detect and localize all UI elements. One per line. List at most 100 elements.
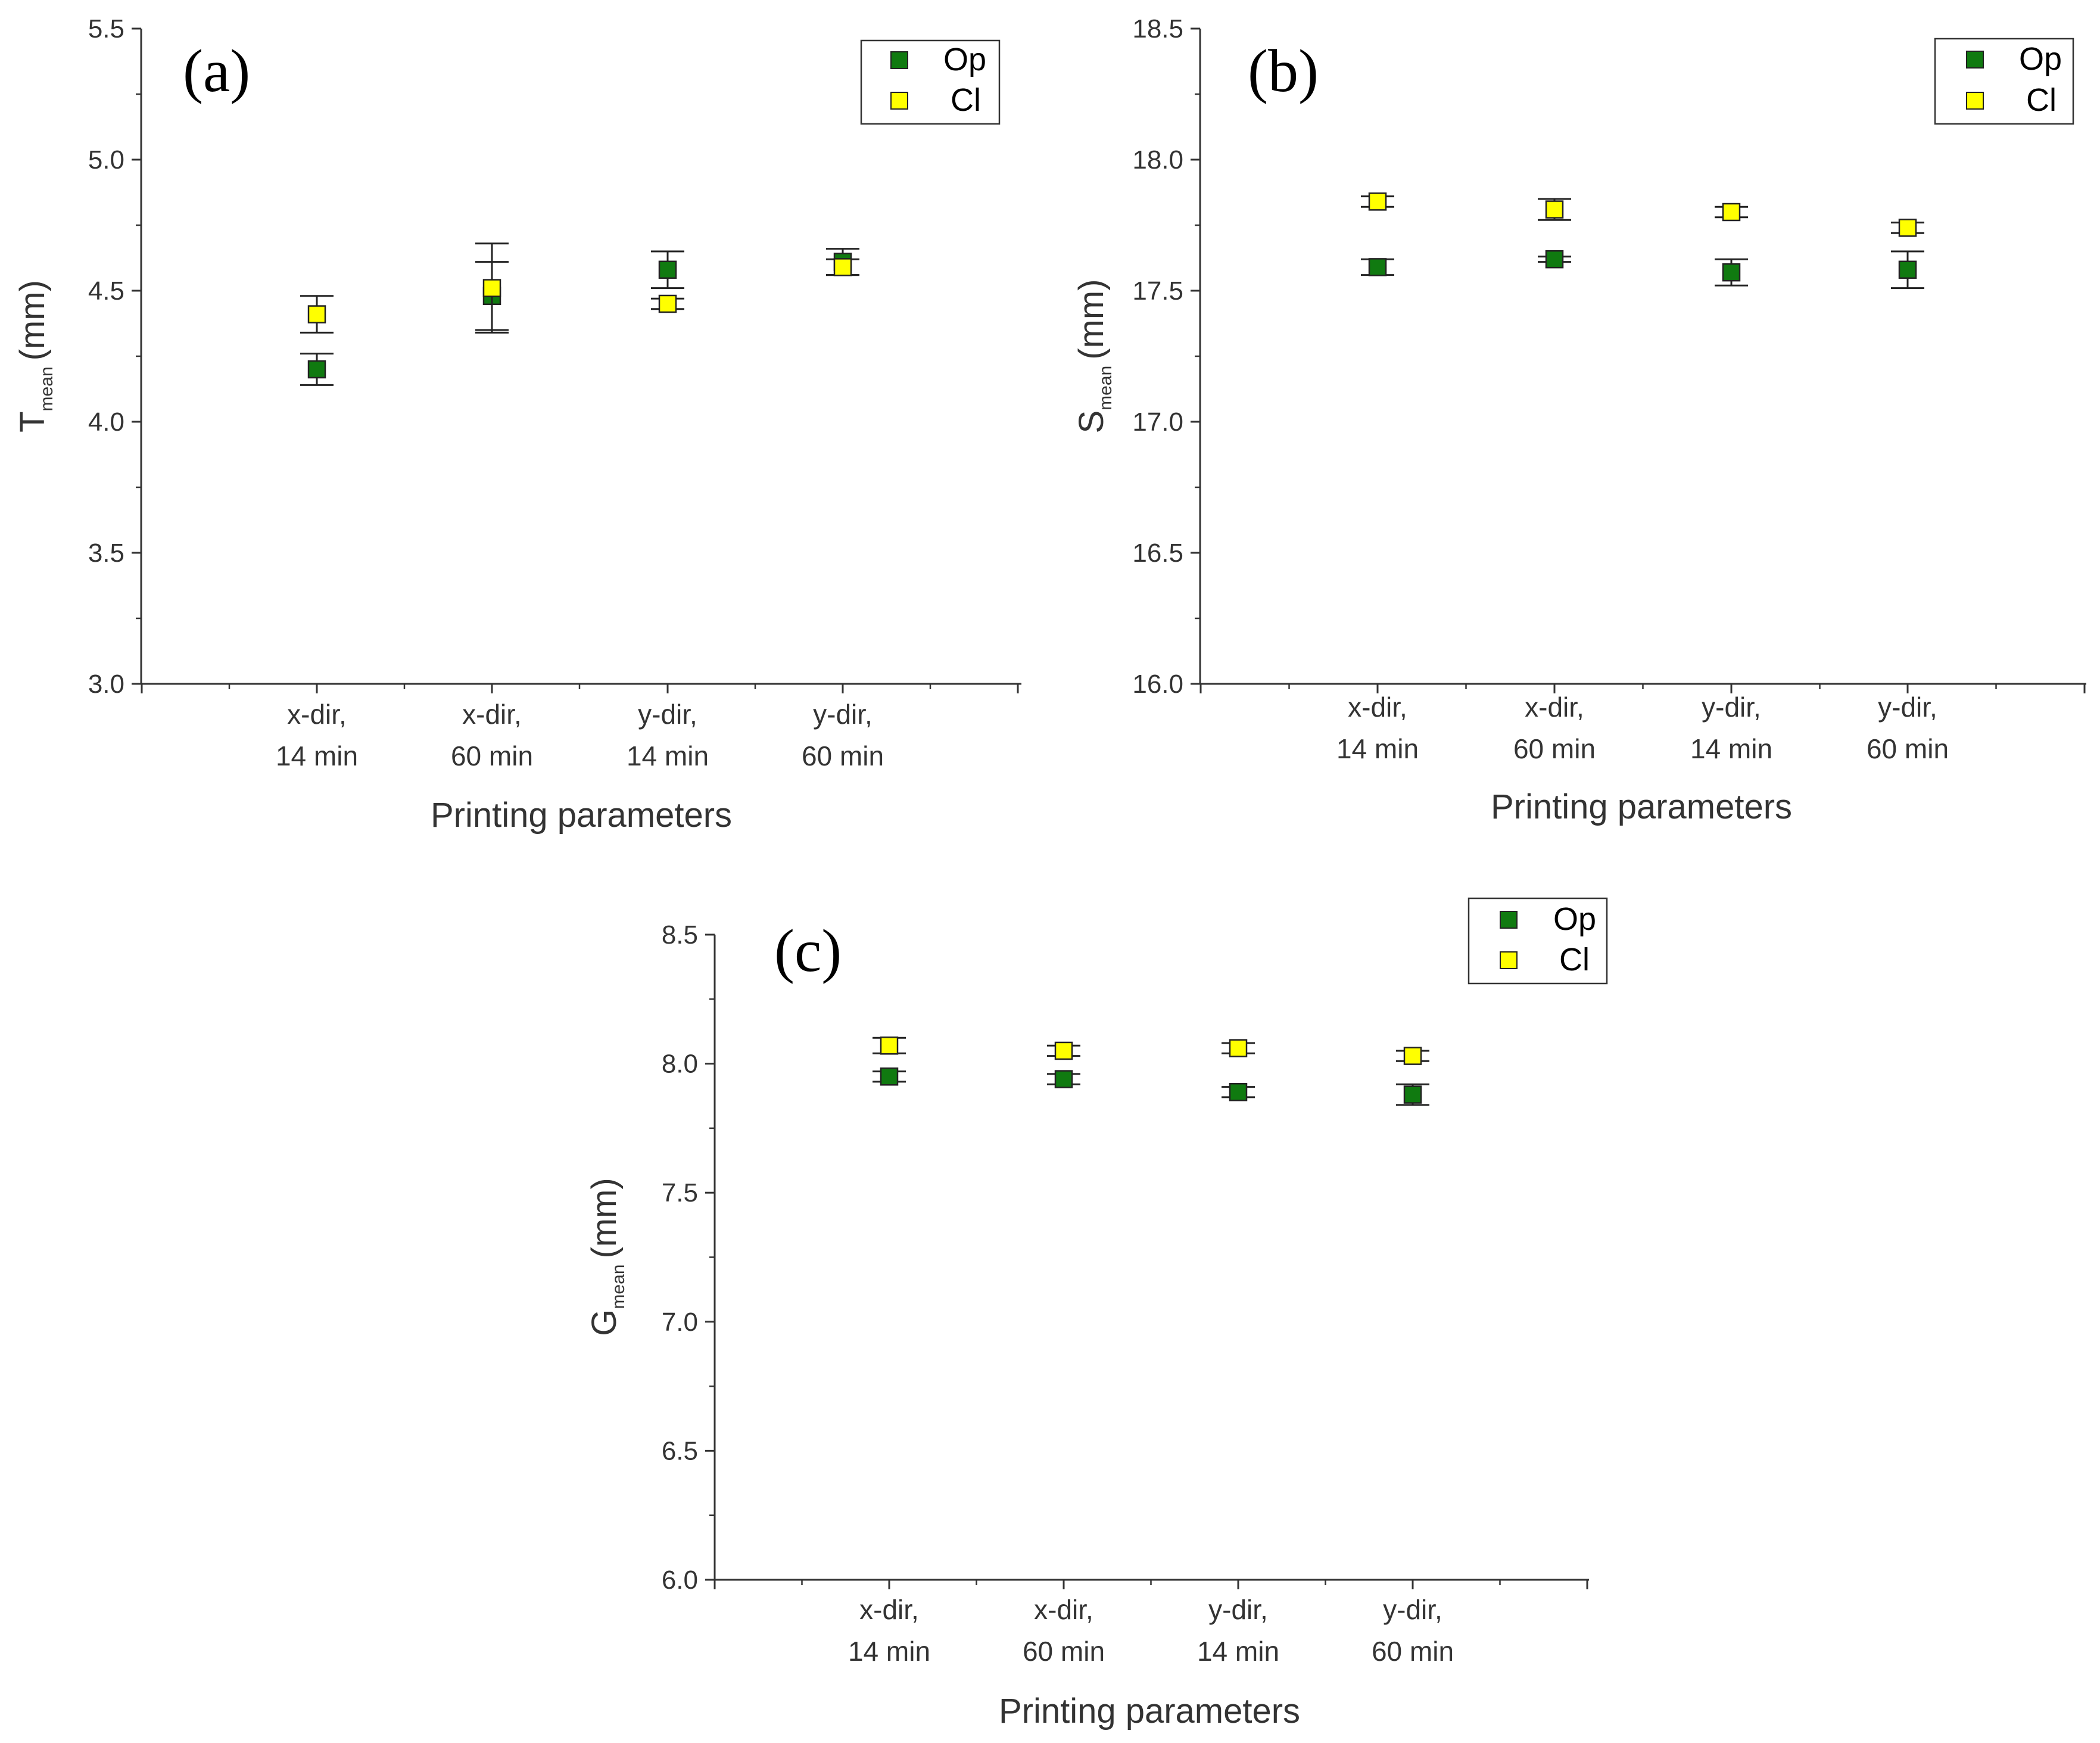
panel-label: (b) bbox=[1248, 38, 1319, 105]
point-cl bbox=[1722, 203, 1741, 222]
legend-op-marker bbox=[1500, 911, 1518, 929]
legend-op-label: Op bbox=[1553, 901, 1596, 937]
y-tick-label: 18.5 bbox=[1132, 14, 1183, 43]
panel-label: (c) bbox=[774, 917, 842, 985]
y-tick-label: 16.5 bbox=[1132, 539, 1183, 568]
point-op bbox=[1054, 1070, 1073, 1088]
x-tick-label: 14 min bbox=[1690, 733, 1772, 764]
point-cl bbox=[1229, 1039, 1248, 1057]
legend-cl-label: Cl bbox=[1559, 942, 1590, 978]
point-op bbox=[1545, 250, 1564, 269]
point-cl bbox=[833, 258, 852, 276]
x-tick-label: x-dir, bbox=[1348, 692, 1407, 723]
x-tick-label: 60 min bbox=[802, 740, 884, 771]
point-op bbox=[658, 260, 677, 279]
legend-cl-marker bbox=[890, 92, 908, 110]
x-tick-label: 14 min bbox=[1197, 1636, 1279, 1667]
x-tick-label: x-dir, bbox=[1034, 1594, 1093, 1625]
legend-cl-label: Cl bbox=[2026, 82, 2057, 118]
y-axis-title: Smean (mm) bbox=[1072, 279, 1116, 434]
data-marks bbox=[300, 242, 859, 386]
panel-a: 3.0 3.5 4.0 4.5 5.0 5.5 x-dir, 14 min x-dir, 60 … bbox=[13, 14, 1021, 835]
legend-cl-marker bbox=[1500, 951, 1518, 969]
y-axis-title-sub: mean bbox=[609, 1265, 628, 1309]
x-tick-label: 60 min bbox=[1513, 733, 1596, 764]
legend-op-marker bbox=[890, 51, 908, 69]
x-tick-label: 60 min bbox=[451, 740, 533, 771]
y-axis-title-unit: (mm) bbox=[585, 1178, 624, 1258]
legend-op-marker bbox=[1966, 51, 1984, 69]
y-axis-title-main: G bbox=[585, 1309, 624, 1336]
y-axis-title-unit: (mm) bbox=[13, 280, 52, 360]
x-axis-title: Printing parameters bbox=[999, 1692, 1300, 1730]
point-op bbox=[1229, 1083, 1248, 1101]
legend-cl-label: Cl bbox=[951, 82, 981, 118]
y-tick-label: 8.5 bbox=[662, 920, 698, 950]
data-marks bbox=[1361, 192, 1924, 290]
x-tick-label: 14 min bbox=[848, 1636, 930, 1667]
legend: Op Cl bbox=[1934, 38, 2074, 125]
x-tick-label: 60 min bbox=[1372, 1636, 1454, 1667]
y-axis-title: Tmean (mm) bbox=[13, 280, 57, 432]
x-tick-label: x-dir, bbox=[1525, 692, 1584, 723]
point-op bbox=[307, 360, 326, 379]
y-tick-label: 3.0 bbox=[88, 670, 124, 699]
panel-label: (a) bbox=[183, 38, 250, 105]
x-tick-label: x-dir, bbox=[462, 699, 522, 730]
legend-op-label: Op bbox=[2019, 41, 2062, 77]
x-tick-label: y-dir, bbox=[1383, 1594, 1442, 1625]
point-op bbox=[1403, 1085, 1422, 1104]
x-axis-title: Printing parameters bbox=[1491, 788, 1792, 826]
legend: Op Cl bbox=[860, 39, 1001, 125]
point-cl bbox=[658, 294, 677, 313]
y-axis-title-sub: mean bbox=[37, 366, 57, 411]
y-tick-label: 5.5 bbox=[88, 14, 124, 43]
x-ticks: x-dir, 14 min x-dir, 60 min y-dir, 14 min y-di… bbox=[713, 1580, 1588, 1667]
y-tick-label: 7.0 bbox=[662, 1308, 698, 1337]
y-ticks: 6.0 6.5 7.0 7.5 8.0 8.5 bbox=[662, 920, 715, 1595]
y-axis-title-main: T bbox=[13, 411, 52, 432]
y-axis-title-unit: (mm) bbox=[1072, 279, 1111, 360]
x-tick-label: y-dir, bbox=[813, 699, 873, 730]
x-tick-label: y-dir, bbox=[1878, 692, 1937, 723]
y-tick-label: 6.0 bbox=[662, 1565, 698, 1595]
point-cl bbox=[482, 279, 501, 297]
y-tick-label: 5.0 bbox=[88, 145, 124, 175]
x-axis-title: Printing parameters bbox=[431, 796, 732, 835]
x-tick-label: 60 min bbox=[1023, 1636, 1105, 1667]
point-cl bbox=[307, 305, 326, 323]
y-tick-label: 4.5 bbox=[88, 276, 124, 306]
panel-c: 6.0 6.5 7.0 7.5 8.0 8.5 x-dir, 14 min x-dir, 60 … bbox=[585, 897, 1608, 1730]
x-tick-label: y-dir, bbox=[638, 699, 697, 730]
point-cl bbox=[1368, 192, 1387, 211]
y-tick-label: 17.5 bbox=[1132, 276, 1183, 306]
point-cl bbox=[1545, 200, 1564, 219]
y-tick-label: 8.0 bbox=[662, 1050, 698, 1079]
x-tick-label: y-dir, bbox=[1208, 1594, 1268, 1625]
legend-op-label: Op bbox=[943, 42, 986, 77]
point-cl bbox=[880, 1037, 899, 1055]
point-op bbox=[880, 1067, 899, 1086]
panel-b: 16.016.517.017.518.018.5 x-dir,14 minx-d… bbox=[1072, 14, 2086, 826]
legend-box bbox=[1934, 38, 2074, 125]
data-marks bbox=[873, 1037, 1429, 1106]
y-tick-label: 6.5 bbox=[662, 1436, 698, 1465]
y-tick-label: 7.5 bbox=[662, 1178, 698, 1207]
y-axis-title-sub: mean bbox=[1096, 366, 1116, 410]
y-tick-label: 3.5 bbox=[88, 539, 124, 568]
y-tick-label: 17.0 bbox=[1132, 407, 1183, 437]
x-ticks: x-dir, 14 min x-dir, 60 min y-dir, 14 min y-di… bbox=[141, 684, 1019, 771]
y-tick-label: 18.0 bbox=[1132, 145, 1183, 175]
y-axis-title: Gmean (mm) bbox=[585, 1178, 628, 1336]
point-cl bbox=[1898, 219, 1917, 237]
y-tick-label: 4.0 bbox=[88, 407, 124, 437]
legend-box bbox=[1467, 897, 1608, 985]
x-tick-label: x-dir, bbox=[287, 699, 347, 730]
legend-box bbox=[860, 39, 1001, 125]
point-op bbox=[1722, 263, 1741, 282]
y-axis-title-main: S bbox=[1072, 410, 1111, 434]
x-tick-label: 60 min bbox=[1867, 733, 1949, 764]
y-ticks: 3.0 3.5 4.0 4.5 5.0 5.5 bbox=[88, 14, 141, 699]
x-tick-label: y-dir, bbox=[1702, 692, 1761, 723]
